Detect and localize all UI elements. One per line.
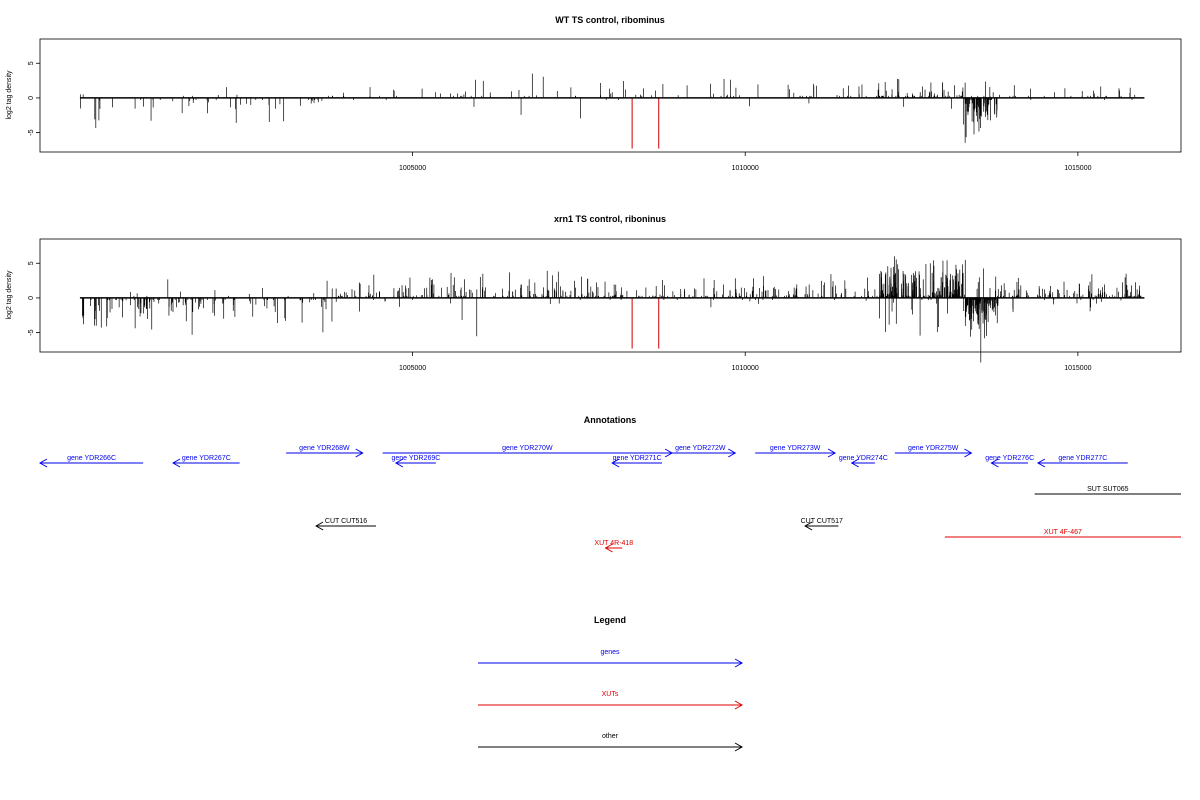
xrn1-panel-frame — [39, 238, 1182, 353]
arrow-right-icon — [734, 742, 744, 752]
annotations-panel: Annotations gene YDR266C gene YDR267Cgene… — [38, 415, 1181, 553]
wt-panel-title: WT TS control, ribominus — [555, 15, 665, 25]
legend-panel: Legend genes XUTs other — [478, 615, 744, 752]
y-tick-label: 5 — [28, 261, 35, 265]
feature-label: gene YDR276C — [985, 455, 1034, 462]
feature-label: gene YDR277C — [1058, 455, 1107, 462]
y-tick-label: 0 — [28, 96, 35, 100]
feature-label: gene YDR268W — [299, 445, 350, 452]
legend-title: Legend — [594, 615, 626, 625]
feature-label: gene YDR266C — [67, 455, 116, 462]
feature-label: gene YDR274C — [839, 455, 888, 462]
y-tick-label: -5 — [28, 329, 35, 335]
feature-label: XUT 4R-418 — [594, 540, 633, 547]
arrow-left-icon — [394, 458, 404, 468]
arrow-right-icon — [964, 448, 973, 458]
wt-panel-frame — [39, 38, 1182, 153]
y-tick-label: -5 — [28, 129, 35, 135]
arrow-left-icon — [850, 458, 859, 468]
annotation-feature: gene YDR267C — [172, 455, 240, 468]
annotation-feature: gene YDR268W — [286, 445, 364, 458]
feature-label: gene YDR269C — [391, 455, 440, 462]
annotation-features: gene YDR266C gene YDR267C gene YDR268W gene… — [38, 445, 1181, 553]
legend-label: XUTs — [602, 691, 619, 698]
arrow-right-icon — [734, 700, 744, 710]
legend-item: XUTs — [478, 691, 744, 710]
xrn1-panel-bars — [82, 256, 1142, 363]
arrow-right-icon — [734, 658, 744, 668]
feature-label: XUT 4F-467 — [1044, 529, 1082, 536]
arrow-right-icon — [355, 448, 364, 458]
xrn1-panel-x-axis: 1005000 1010000 1015000 — [399, 352, 1092, 372]
annotation-feature: CUT CUT516 — [315, 518, 376, 531]
arrow-left-icon — [172, 458, 181, 468]
arrow-left-icon — [315, 521, 324, 531]
feature-label: CUT CUT516 — [325, 518, 367, 525]
legend-items: genes XUTs other — [478, 649, 744, 752]
annotation-feature: gene YDR271C — [611, 455, 663, 468]
feature-label: gene YDR267C — [182, 455, 231, 462]
arrow-left-icon — [804, 521, 813, 531]
arrow-right-icon — [727, 448, 737, 458]
feature-label: gene YDR273W — [770, 445, 821, 452]
arrow-right-icon — [827, 448, 837, 458]
annotation-feature: gene YDR275W — [894, 445, 973, 458]
x-tick-label: 1005000 — [399, 365, 426, 372]
annotation-feature: XUT 4F-467 — [944, 529, 1181, 538]
legend-item: other — [478, 733, 744, 752]
xrn1-panel-title: xrn1 TS control, riboninus — [554, 214, 666, 224]
xrn1-panel-markers — [631, 297, 660, 349]
y-tick-label: 5 — [28, 61, 35, 65]
wt-panel-y-axis: 5 0 -5 — [28, 61, 40, 136]
feature-label: gene YDR271C — [613, 455, 662, 462]
legend-label: other — [602, 733, 619, 740]
xrn1-panel: xrn1 TS control, riboninus log2 tag dens… — [6, 214, 1182, 372]
annotation-feature: XUT 4R-418 — [594, 540, 633, 553]
x-tick-label: 1005000 — [399, 165, 426, 172]
arrow-left-icon — [990, 458, 999, 468]
feature-label: gene YDR270W — [502, 445, 553, 452]
arrow-left-icon — [611, 458, 620, 468]
x-tick-label: 1010000 — [732, 365, 759, 372]
feature-label: SUT SUT065 — [1087, 486, 1129, 493]
annotation-feature: SUT SUT065 — [1034, 486, 1181, 495]
legend-item: genes — [478, 649, 744, 668]
x-tick-label: 1015000 — [1064, 365, 1091, 372]
wt-panel-bars — [80, 73, 1136, 143]
annotation-feature: CUT CUT517 — [801, 518, 843, 531]
xrn1-panel-ylabel: log2 tag density — [6, 270, 13, 320]
feature-label: CUT CUT517 — [801, 518, 843, 525]
annotations-title: Annotations — [584, 415, 637, 425]
x-tick-label: 1015000 — [1064, 165, 1091, 172]
x-tick-label: 1010000 — [732, 165, 759, 172]
feature-label: gene YDR272W — [675, 445, 726, 452]
annotation-feature: gene YDR274C — [839, 455, 888, 468]
y-tick-label: 0 — [28, 296, 35, 300]
annotation-feature: gene YDR269C — [391, 455, 440, 468]
annotation-feature: gene YDR276C — [985, 455, 1034, 468]
arrow-left-icon — [38, 458, 48, 468]
annotation-feature: gene YDR273W — [755, 445, 837, 458]
arrow-left-icon — [1036, 458, 1046, 468]
annotation-feature: gene YDR266C — [38, 455, 144, 468]
legend-label: genes — [600, 649, 620, 656]
wt-panel-x-axis: 1005000 1010000 1015000 — [399, 152, 1092, 172]
feature-label: gene YDR275W — [908, 445, 959, 452]
wt-panel: WT TS control, ribominus log2 tag densit… — [6, 15, 1182, 172]
wt-panel-ylabel: log2 tag density — [6, 70, 13, 120]
arrow-left-icon — [604, 543, 613, 553]
xrn1-panel-y-axis: 5 0 -5 — [28, 261, 40, 336]
wt-panel-markers — [631, 97, 660, 149]
annotation-feature: gene YDR277C — [1036, 455, 1128, 468]
annotation-feature: gene YDR272W — [665, 445, 737, 458]
